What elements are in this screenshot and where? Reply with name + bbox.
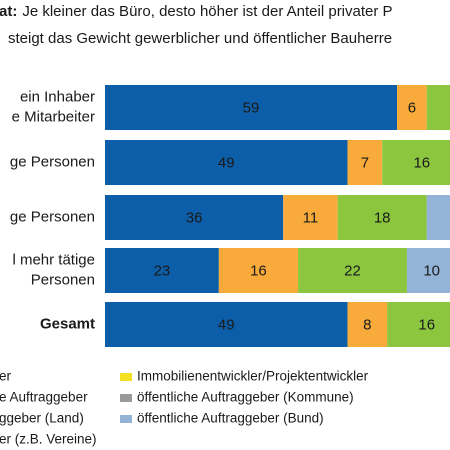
- chart-title: at: Je kleiner das Büro, desto höher ist …: [0, 3, 393, 20]
- bar-segment: [105, 248, 219, 293]
- bar-segment: [105, 302, 348, 347]
- category-label: l mehr tätige: [12, 251, 95, 268]
- bar-segment: [406, 248, 450, 293]
- legend-swatch: [120, 373, 132, 381]
- value-label: 22: [344, 262, 361, 279]
- value-label: 6: [408, 99, 416, 116]
- category-label: e Mitarbeiter: [12, 108, 95, 125]
- legend-label: er: [0, 369, 12, 384]
- value-label: 16: [413, 154, 430, 171]
- value-label: 18: [374, 209, 391, 226]
- value-label: 10: [423, 262, 440, 279]
- legend-label: Immobilienentwickler/Projektentwickler: [137, 369, 369, 384]
- category-label: ge Personen: [10, 208, 95, 225]
- value-label: 7: [361, 154, 369, 171]
- category-label: Gesamt: [40, 315, 95, 332]
- legend-label: ggeber (Land): [0, 411, 84, 426]
- legend-label: öffentliche Auftraggeber (Kommune): [137, 390, 354, 405]
- value-label: 23: [154, 262, 171, 279]
- bar-segment: [347, 140, 383, 185]
- chart-subtitle: steigt das Gewicht gewerblicher und öffe…: [8, 30, 392, 47]
- legend-swatch: [120, 394, 132, 402]
- bar-segment: [426, 195, 450, 240]
- value-label: 11: [303, 209, 319, 226]
- value-label: 8: [363, 316, 371, 333]
- legend-label: er (z.B. Vereine): [0, 432, 97, 447]
- value-label: 16: [418, 316, 435, 333]
- category-label: ein Inhaber: [20, 88, 95, 105]
- bar-segment: [218, 248, 299, 293]
- value-label: 59: [243, 99, 260, 116]
- value-label: 36: [186, 209, 203, 226]
- category-label: ge Personen: [10, 153, 95, 170]
- value-label: 49: [218, 154, 235, 171]
- value-label: 49: [218, 316, 235, 333]
- bar-segment: [337, 195, 427, 240]
- legend-label: e Auftraggeber: [0, 390, 88, 405]
- title-lead: at:: [0, 3, 17, 20]
- bar-segment: [382, 140, 450, 185]
- bar-segment: [426, 85, 450, 130]
- bar-segment: [105, 140, 348, 185]
- bar-segment: [283, 195, 338, 240]
- title-text: Je kleiner das Büro, desto höher ist der…: [22, 3, 392, 20]
- bar-segment: [105, 195, 284, 240]
- bar-segment: [298, 248, 407, 293]
- legend-swatch: [120, 415, 132, 423]
- legend-label: öffentliche Auftraggeber (Bund): [137, 411, 324, 426]
- bar-segment: [105, 85, 398, 130]
- bar-segment: [387, 302, 450, 347]
- value-label: 16: [250, 262, 267, 279]
- bar-segment: [347, 302, 388, 347]
- category-label: Personen: [31, 271, 95, 288]
- bar-segment: [397, 85, 427, 130]
